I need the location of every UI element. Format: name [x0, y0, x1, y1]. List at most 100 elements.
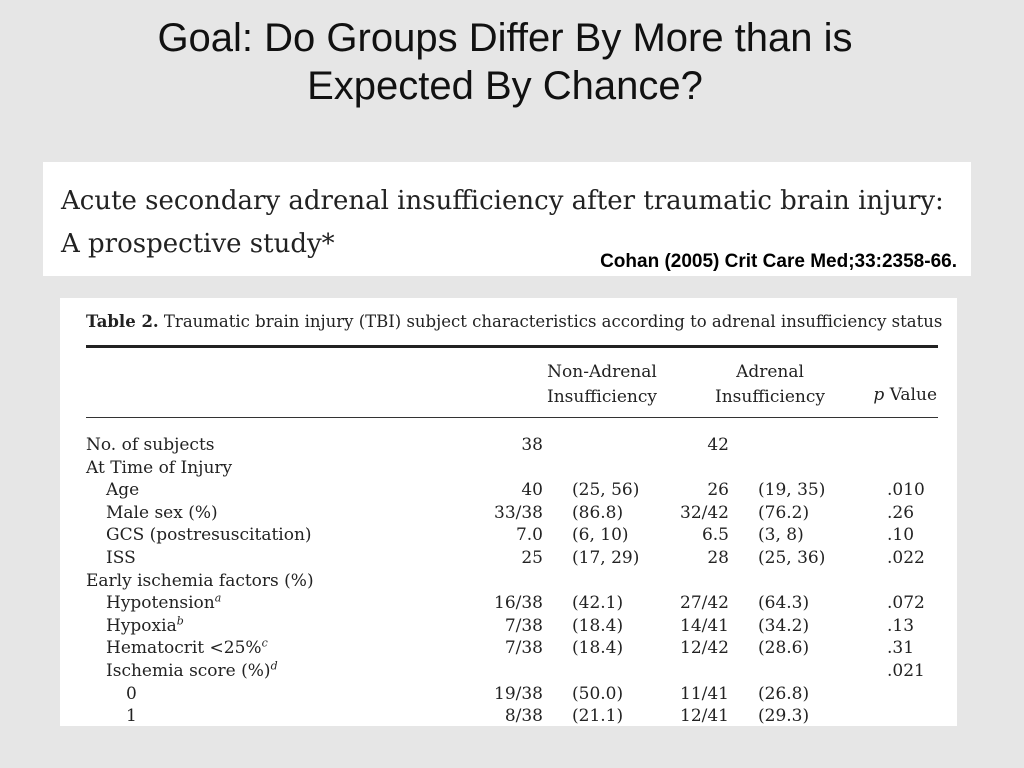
column-header-p-value: p Value [873, 385, 937, 405]
row-label-text: Age [106, 480, 140, 501]
row-label: 1 [126, 705, 137, 726]
group1-value: 7.0 [515, 525, 543, 546]
column-header-adrenal-line-1: Adrenal [736, 362, 804, 382]
p-value: .26 [887, 502, 915, 523]
row-label-text: 1 [126, 706, 137, 726]
group1-value: 7/38 [504, 615, 543, 636]
table-row: GCS (postresuscitation) 7.0 (6, 10) 6.5 (3, … [60, 524, 957, 547]
group1-value: 38 [521, 435, 543, 455]
paper-title-panel: Acute secondary adrenal insufficiency af… [43, 162, 971, 276]
column-header-adrenal: Adrenal Insufficiency [708, 360, 832, 410]
group1-value: 40 [521, 480, 543, 501]
group2-value: 27/42 [680, 593, 729, 614]
table-row: Hypotensiona 16/38 (42.1) 27/42 (64.3) .072 [60, 592, 957, 615]
table-row: Age 40 (25, 56) 26 (19, 35) .010 [60, 479, 957, 502]
row-label-text: GCS (postresuscitation) [106, 525, 312, 546]
row-label: Hematocrit <25%c [106, 637, 268, 660]
group2-range: (3, 8) [758, 525, 804, 546]
footnote-marker: b [176, 614, 184, 628]
row-label: Early ischemia factors (%) [86, 570, 314, 593]
group2-value: 12/42 [680, 638, 729, 659]
table-row: 0 19/38 (50.0) 11/41 (26.8) [60, 683, 957, 706]
table-row: No. of subjects 38 42 [60, 434, 957, 457]
row-label-text: Hematocrit <25% [106, 638, 262, 659]
table-row: At Time of Injury [60, 457, 957, 480]
citation: Cohan (2005) Crit Care Med;33:2358-66. [600, 251, 957, 272]
group2-range: (64.3) [758, 593, 810, 614]
row-label: At Time of Injury [86, 457, 232, 480]
table-row: Hypoxiab 7/38 (18.4) 14/41 (34.2) .13 [60, 615, 957, 638]
p-value: .13 [887, 615, 915, 636]
table-caption-label: Table 2. [86, 312, 159, 331]
row-label-text: At Time of Injury [86, 457, 233, 478]
row-label-text: ISS [106, 548, 136, 568]
group2-range: (34.2) [758, 615, 810, 636]
group2-value: 14/41 [680, 615, 729, 636]
group1-range: (42.1) [572, 593, 624, 614]
row-label-text: No. of subjects [86, 435, 215, 455]
group1-range: (21.1) [572, 706, 624, 726]
group1-value: 19/38 [494, 683, 543, 704]
group1-value: 25 [521, 548, 543, 568]
paper-title: Acute secondary adrenal insufficiency af… [61, 180, 971, 266]
row-label-text: Early ischemia factors (%) [86, 570, 314, 591]
group1-value: 8/38 [504, 706, 543, 726]
group1-value: 33/38 [494, 502, 543, 523]
column-header-non-adrenal-line-1: Non-Adrenal [547, 362, 657, 382]
row-label: Age [106, 479, 139, 502]
group2-range: (25, 36) [758, 548, 826, 568]
group1-value: 16/38 [494, 593, 543, 614]
table-row: Ischemia score (%)d .021 [60, 660, 957, 683]
row-label: Hypotensiona [106, 592, 221, 615]
row-label-text: Male sex (%) [106, 502, 218, 523]
table-panel: Table 2. Traumatic brain injury (TBI) su… [60, 298, 957, 726]
row-label-text: Hypoxia [106, 615, 177, 636]
column-header-non-adrenal: Non-Adrenal Insufficiency [526, 360, 678, 410]
paper-title-line-2: A prospective study* [61, 229, 335, 259]
p-value-word: Value [884, 385, 937, 405]
slide-title-line-1: Goal: Do Groups Differ By More than is [157, 16, 853, 60]
table-top-rule [86, 345, 938, 348]
p-value: .021 [887, 661, 925, 681]
row-label: Hypoxiab [106, 615, 184, 638]
group1-range: (18.4) [572, 638, 624, 659]
group1-range: (18.4) [572, 615, 624, 636]
row-label-text: Ischemia score (%) [106, 661, 271, 681]
p-value: .022 [887, 548, 925, 568]
row-label-text: Hypotension [106, 593, 215, 614]
group1-range: (50.0) [572, 683, 624, 704]
row-label: Ischemia score (%)d [106, 660, 278, 683]
group2-range: (76.2) [758, 502, 810, 523]
footnote-marker: c [261, 636, 268, 650]
paper-title-line-1: Acute secondary adrenal insufficiency af… [61, 186, 944, 216]
p-value: .072 [887, 593, 925, 614]
group2-range: (28.6) [758, 638, 810, 659]
slide-title-line-2: Expected By Chance? [307, 64, 703, 108]
row-label-text: 0 [126, 683, 137, 704]
table-header-rule [86, 417, 938, 418]
group1-range: (86.8) [572, 502, 624, 523]
table-row: Male sex (%) 33/38 (86.8) 32/42 (76.2) .26 [60, 502, 957, 525]
group2-value: 6.5 [701, 525, 729, 546]
group2-range: (19, 35) [758, 480, 826, 501]
group2-range: (26.8) [758, 683, 810, 704]
p-value: .10 [887, 525, 915, 546]
group1-value: 7/38 [504, 638, 543, 659]
p-value: .31 [887, 638, 915, 659]
group1-range: (17, 29) [572, 548, 640, 568]
row-label: No. of subjects [86, 434, 215, 457]
group2-value: 42 [707, 435, 729, 455]
table-row: Hematocrit <25%c 7/38 (18.4) 12/42 (28.6) .31 [60, 637, 957, 660]
group2-value: 12/41 [680, 706, 729, 726]
group1-range: (6, 10) [572, 525, 629, 546]
group2-value: 11/41 [680, 683, 729, 704]
table-row: ISS 25 (17, 29) 28 (25, 36) .022 [60, 547, 957, 570]
table-caption: Table 2. Traumatic brain injury (TBI) su… [86, 312, 942, 331]
footnote-marker: d [270, 659, 278, 673]
group2-value: 28 [707, 548, 729, 568]
p-italic: p [873, 385, 885, 405]
footnote-marker: a [214, 591, 222, 605]
group1-range: (25, 56) [572, 480, 640, 501]
slide-title: Goal: Do Groups Differ By More than is E… [0, 14, 1010, 110]
row-label: 0 [126, 683, 137, 706]
